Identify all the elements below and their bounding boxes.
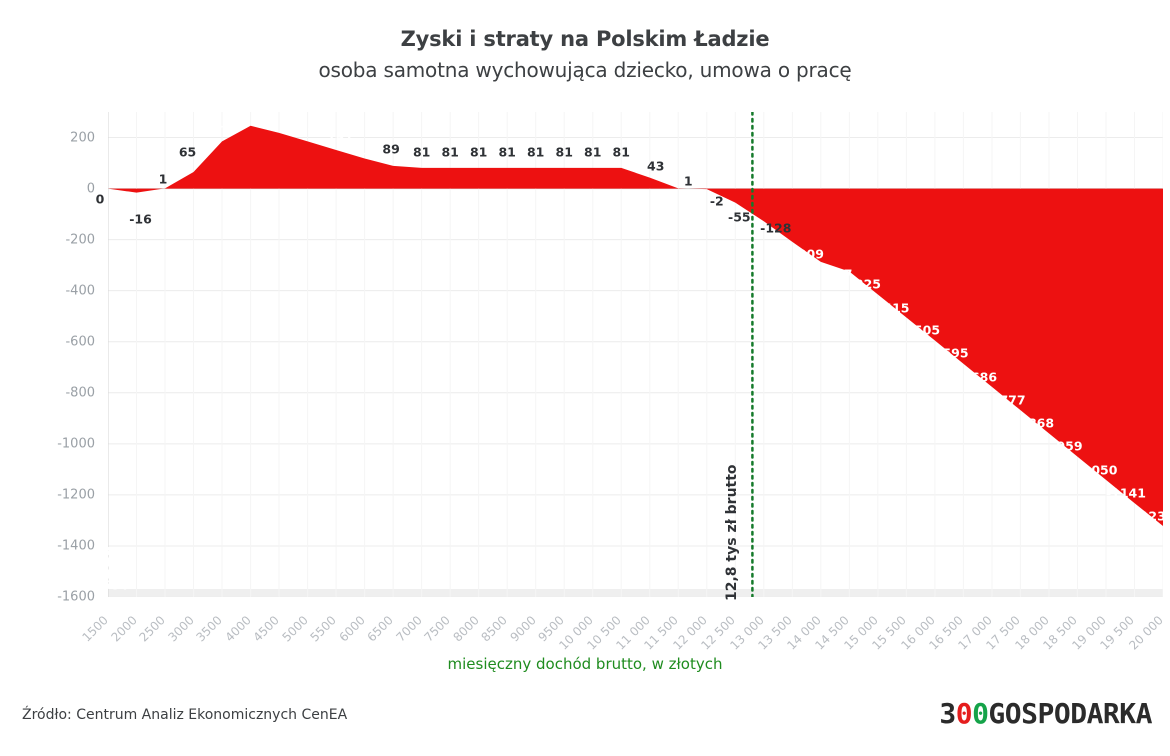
- logo-zero-green: 0: [972, 697, 989, 730]
- y-tick-label: -200: [65, 232, 95, 248]
- brand-logo: 300GOSPODARKA: [939, 697, 1152, 730]
- y-tick-label: -1600: [57, 589, 95, 605]
- y-tick-label: -1000: [57, 436, 95, 452]
- source-note: Źródło: Centrum Analiz Ekonomicznych Cen…: [22, 707, 348, 723]
- y-tick-label: -1200: [57, 487, 95, 503]
- chart-subtitle: osoba samotna wychowująca dziecko, umowa…: [318, 58, 852, 82]
- marker-annotation-label: 12,8 tys zł brutto: [724, 464, 741, 601]
- logo-prefix: 3: [939, 697, 956, 730]
- logo-zero-red: 0: [955, 697, 973, 730]
- y-tick-label: 0: [86, 181, 95, 197]
- chart-area: 200 0 -200 -400 -600 -800 -1000 -1200 -1400 -1600…: [57, 101, 1170, 652]
- x-axis-title: miesięczny dochód brutto, w złotych: [447, 655, 723, 673]
- chart-plot-svg: [108, 112, 1163, 597]
- data-point-label: -1322: [1163, 531, 1170, 547]
- data-point-label: 0: [95, 191, 105, 207]
- y-tick-label: -800: [65, 385, 95, 401]
- y-tick-label: -1400: [57, 538, 95, 554]
- chart-title: Zyski i straty na Polskim Ładzie: [400, 27, 770, 51]
- logo-suffix: GOSPODARKA: [988, 697, 1152, 730]
- y-tick-label: -400: [65, 283, 95, 299]
- y-tick-label: 200: [70, 130, 95, 146]
- y-tick-label: -600: [65, 334, 95, 350]
